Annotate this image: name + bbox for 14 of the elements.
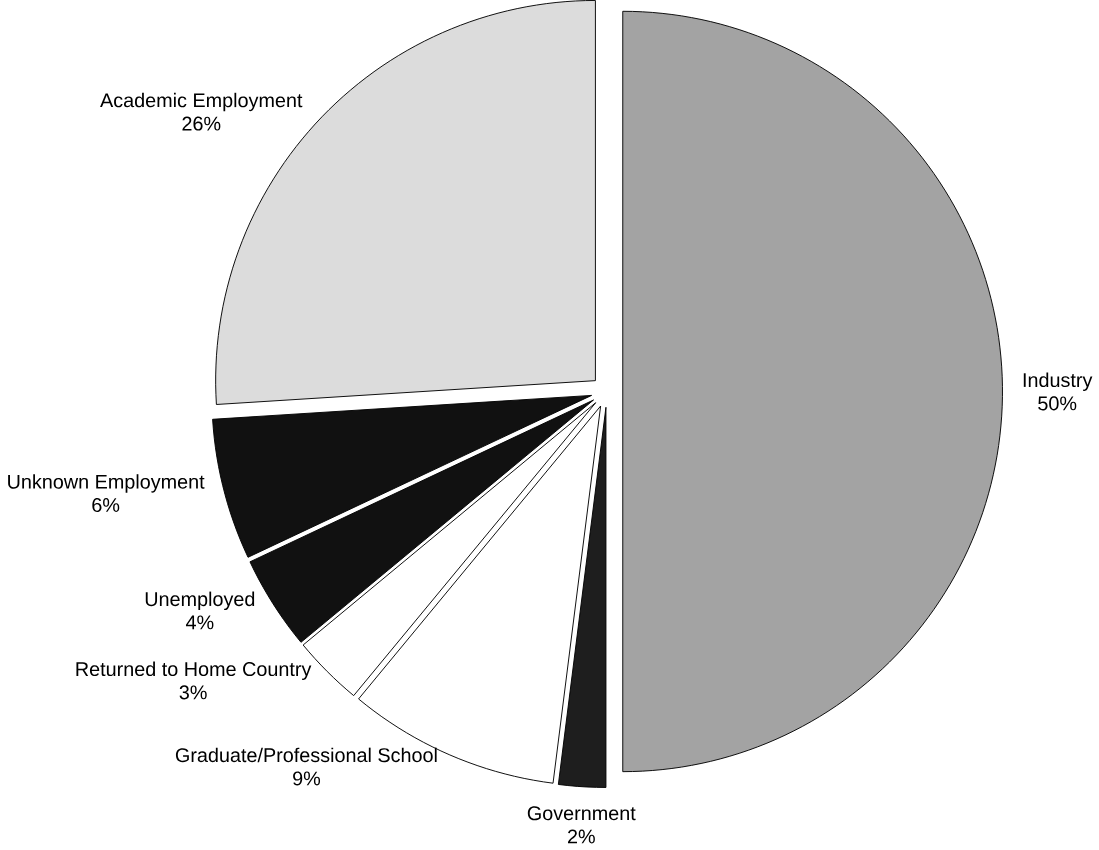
- slice-label: Unknown Employment: [8, 474, 205, 493]
- data-label: 26%: [182, 116, 221, 131]
- data-label: 6%: [92, 497, 120, 513]
- slice-label: Returned to Home Country: [76, 661, 312, 680]
- slice-label: Unemployed: [145, 591, 255, 611]
- data-label: 4%: [185, 615, 214, 630]
- slice-label: Government: [527, 806, 636, 821]
- slice-label: Academic Employment: [100, 92, 303, 112]
- slice-label: Industry: [1023, 372, 1093, 391]
- data-label: 9%: [293, 771, 321, 786]
- data-label: 3%: [179, 685, 207, 700]
- slice-label: Graduate/Professional School: [175, 747, 437, 763]
- data-label: 2%: [567, 829, 595, 844]
- data-label: 50%: [1038, 396, 1077, 411]
